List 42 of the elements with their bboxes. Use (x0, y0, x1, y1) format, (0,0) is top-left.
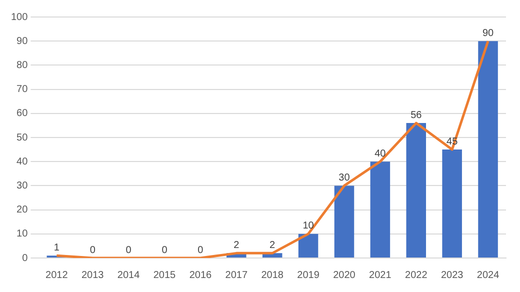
y-tick-label: 100 (10, 12, 28, 23)
data-label: 0 (90, 244, 96, 256)
bar (370, 162, 390, 258)
x-tick-label: 2019 (297, 270, 320, 281)
y-tick-label: 70 (16, 84, 28, 96)
y-tick-label: 10 (16, 228, 28, 240)
bar (406, 123, 426, 258)
bar (442, 150, 462, 258)
x-tick-label: 2024 (476, 270, 500, 281)
data-label: 90 (482, 28, 494, 39)
data-label: 1 (54, 242, 60, 254)
x-tick-label: 2014 (117, 270, 140, 281)
x-tick-label: 2013 (81, 270, 104, 281)
bar (478, 41, 498, 258)
y-tick-label: 50 (16, 132, 28, 144)
y-tick-label: 0 (22, 252, 28, 264)
x-tick-label: 2021 (369, 270, 392, 281)
y-tick-label: 60 (16, 108, 28, 120)
data-label: 2 (270, 240, 276, 251)
bar (298, 234, 318, 258)
data-label: 40 (374, 148, 386, 160)
y-tick-label: 90 (16, 36, 28, 47)
bar (334, 186, 354, 258)
y-tick-label: 20 (16, 204, 28, 216)
x-tick-label: 2015 (153, 270, 176, 281)
x-tick-label: 2016 (189, 270, 212, 281)
y-tick-label: 80 (16, 60, 28, 71)
x-tick-label: 2012 (46, 270, 68, 281)
data-label: 0 (198, 244, 204, 256)
x-tick-label: 2022 (405, 270, 428, 281)
x-tick-label: 2023 (440, 270, 464, 281)
x-tick-label: 2017 (225, 270, 248, 281)
data-label: 30 (338, 172, 350, 184)
data-label: 56 (410, 110, 422, 121)
x-tick-label: 2018 (261, 270, 284, 281)
x-tick-label: 2020 (333, 270, 356, 281)
y-tick-label: 40 (16, 156, 28, 168)
data-label: 10 (302, 220, 314, 232)
data-label: 2 (234, 240, 240, 251)
data-label: 0 (162, 244, 168, 256)
y-tick-label: 30 (16, 180, 28, 192)
data-label: 0 (126, 244, 132, 256)
